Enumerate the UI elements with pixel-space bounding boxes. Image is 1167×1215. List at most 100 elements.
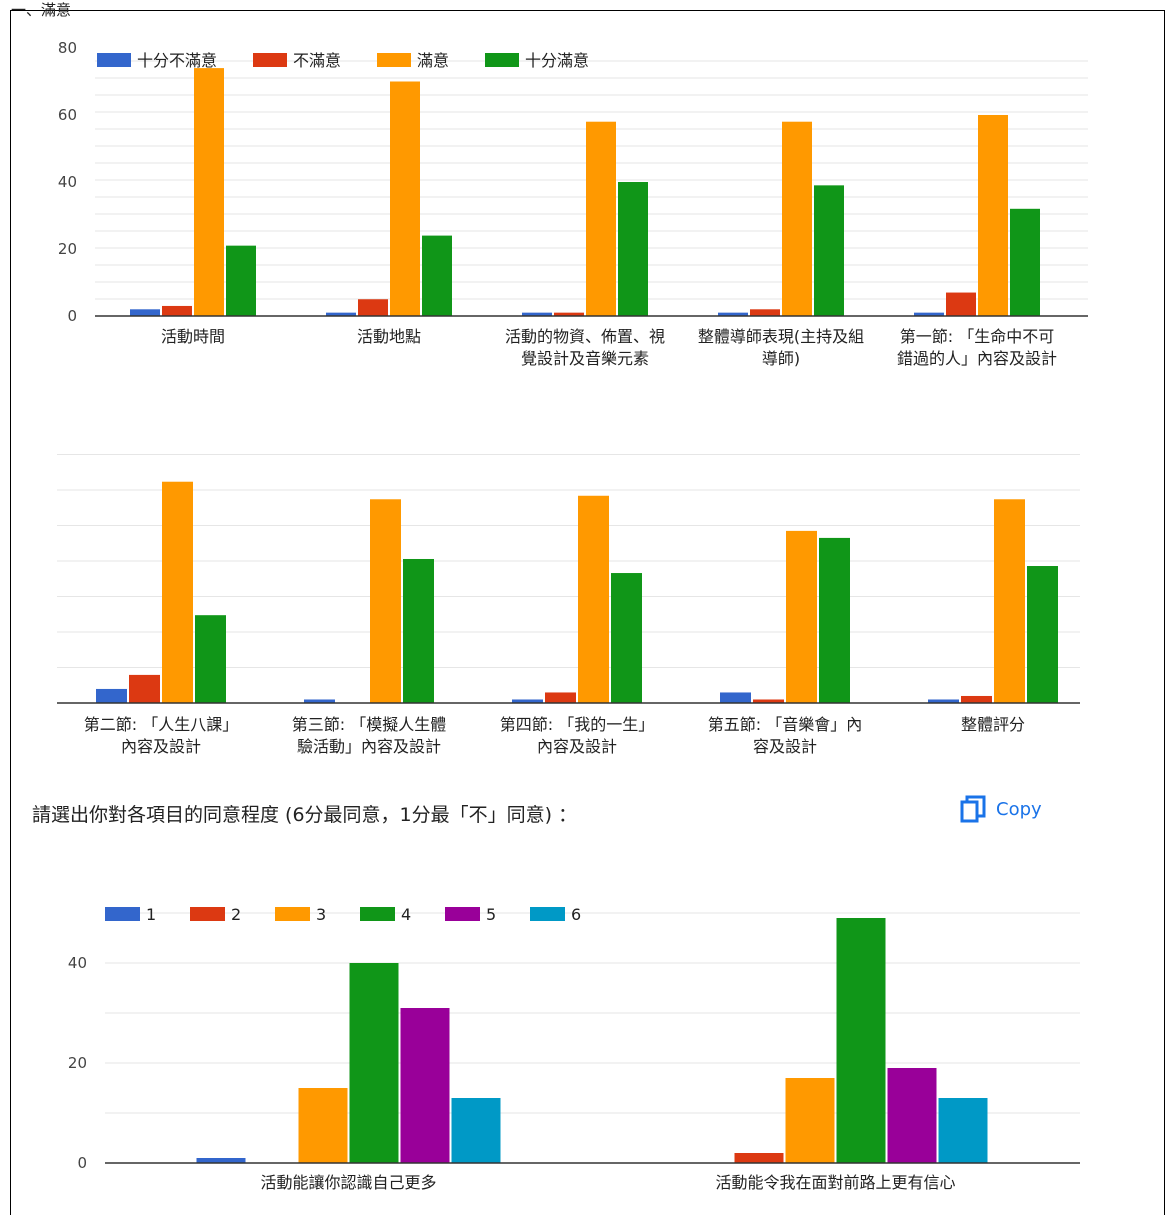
copy-button[interactable]: Copy — [960, 795, 1042, 823]
bar — [195, 615, 226, 703]
bar — [545, 692, 576, 703]
legend-swatch — [275, 907, 310, 921]
legend-swatch — [530, 907, 565, 921]
bar — [786, 530, 817, 703]
legend-label: 3 — [316, 905, 326, 924]
legend-label: 1 — [146, 905, 156, 924]
legend-label: 2 — [231, 905, 241, 924]
bar — [522, 312, 552, 316]
legend-label: 滿意 — [417, 51, 449, 70]
legend-swatch — [377, 53, 411, 67]
legend-swatch — [253, 53, 287, 67]
bar — [512, 699, 543, 703]
section-label: 一、滿意 — [11, 1, 72, 19]
x-category-label: 容及設計 — [753, 737, 817, 756]
bar — [914, 312, 944, 316]
copy-icon — [960, 795, 986, 823]
bar — [403, 558, 434, 703]
x-category-label: 第三節: 「模擬人生體 — [292, 715, 446, 734]
question-text: 請選出你對各項目的同意程度 (6分最同意，1分最「不」同意) ： — [32, 804, 578, 826]
legend-swatch — [360, 907, 395, 921]
x-category-label: 第四節: 「我的一生」 — [500, 715, 654, 734]
bar — [994, 499, 1025, 703]
bar — [96, 688, 127, 703]
legend-swatch — [485, 53, 519, 67]
x-category-label: 活動能令我在面對前路上更有信心 — [715, 1173, 955, 1192]
y-tick-label: 40 — [58, 173, 77, 191]
bar — [938, 1098, 988, 1163]
x-category-label: 整體評分 — [961, 715, 1025, 734]
bar — [194, 68, 224, 316]
y-tick-label: 40 — [68, 954, 87, 972]
x-category-label: 活動地點 — [357, 327, 421, 346]
x-category-label: 整體導師表現(主持及組 — [698, 327, 864, 346]
bar — [946, 292, 976, 316]
bar — [819, 537, 850, 703]
bar — [887, 1068, 937, 1163]
bar — [836, 918, 886, 1163]
x-category-label: 第一節: 「生命中不可 — [900, 327, 1054, 346]
y-tick-label: 0 — [77, 1154, 87, 1172]
y-tick-label: 0 — [67, 307, 77, 325]
x-category-label: 活動能讓你認識自己更多 — [260, 1173, 436, 1192]
x-category-label: 第二節: 「人生八課」 — [84, 715, 238, 734]
bar — [618, 182, 648, 316]
x-category-label: 內容及設計 — [537, 737, 617, 756]
x-category-label: 覺設計及音樂元素 — [521, 349, 649, 368]
bar — [130, 309, 160, 316]
x-category-label: 活動的物資、佈置、視 — [505, 327, 665, 346]
x-category-label: 活動時間 — [161, 327, 225, 346]
legend-label: 不滿意 — [293, 51, 341, 70]
legend-label: 十分滿意 — [525, 51, 589, 70]
bar — [753, 699, 784, 703]
x-category-label: 第五節: 「音樂會」內 — [708, 715, 862, 734]
bar — [304, 699, 335, 703]
y-tick-label: 20 — [58, 240, 77, 258]
survey-frame: 一、滿意 — [10, 1, 1165, 1215]
legend-label: 5 — [486, 905, 496, 924]
bar — [162, 305, 192, 316]
bar — [782, 121, 812, 316]
bar — [422, 235, 452, 316]
bar — [928, 699, 959, 703]
bar — [578, 495, 609, 703]
legend-label: 6 — [571, 905, 581, 924]
bar — [196, 1158, 246, 1163]
bar — [785, 1078, 835, 1163]
legend-swatch — [97, 53, 131, 67]
x-category-label: 導師) — [762, 349, 800, 368]
bar — [298, 1088, 348, 1163]
y-tick-label: 20 — [68, 1054, 87, 1072]
bar — [390, 81, 420, 316]
legend-swatch — [105, 907, 140, 921]
legend-label: 十分不滿意 — [137, 51, 217, 70]
bar — [750, 309, 780, 316]
bar — [349, 963, 399, 1163]
bar — [451, 1098, 501, 1163]
bar — [162, 481, 193, 703]
bar — [326, 312, 356, 316]
bar — [978, 115, 1008, 316]
x-category-label: 內容及設計 — [121, 737, 201, 756]
y-tick-label: 60 — [58, 106, 77, 124]
bar — [611, 573, 642, 703]
legend-swatch — [445, 907, 480, 921]
bar — [358, 299, 388, 316]
bar — [586, 121, 616, 316]
legend-label: 4 — [401, 905, 411, 924]
bar — [734, 1153, 784, 1163]
chart-2: 0 20 40 活動能讓你認識自己更多 活動能令我在面對前路上更有信心 1 2 3 4 5 6 — [68, 905, 1080, 1192]
bar — [720, 692, 751, 703]
bar — [129, 674, 160, 703]
x-category-label: 驗活動」內容及設計 — [297, 737, 441, 756]
bar — [370, 499, 401, 703]
bar — [1027, 566, 1058, 703]
bar — [226, 245, 256, 316]
bar — [400, 1008, 450, 1163]
legend-swatch — [190, 907, 225, 921]
bar — [961, 695, 992, 703]
bar — [814, 185, 844, 316]
